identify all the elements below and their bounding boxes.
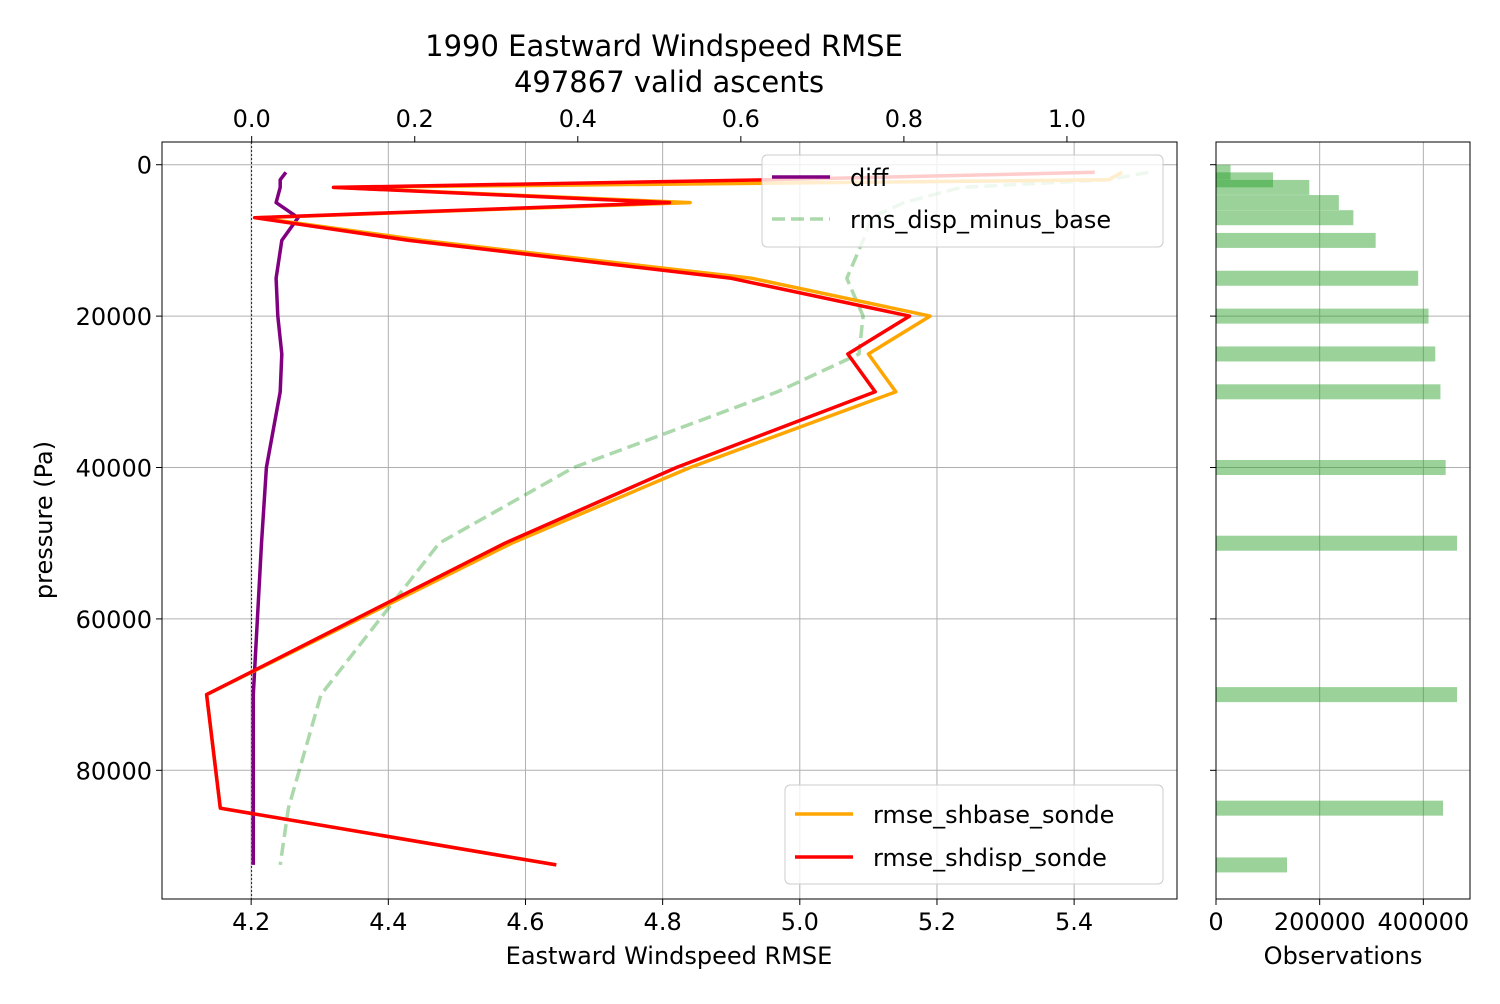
series-line-rmse-shbase-sonde [204,170,1123,867]
observation-bar [1216,857,1288,873]
series-line-rmse-shdisp-sonde [204,170,1095,867]
top-x-tick-label: 0.6 [722,105,760,133]
y-axis-label: pressure (Pa) [30,441,58,599]
side-x-tick-label: 200000 [1274,908,1366,936]
observation-bar [1216,800,1444,816]
chart-title: 1990 Eastward Windspeed RMSE [425,29,903,63]
observation-bar [1216,270,1419,286]
y-tick-label: 80000 [76,757,152,785]
legend-upper: diff rms_disp_minus_base [761,154,1164,248]
observation-bar [1216,195,1339,211]
main-plot-frame [161,141,1178,900]
side-x-tick-label: 0 [1208,908,1223,936]
main-grid [162,142,1177,899]
chart-subtitle: 497867 valid ascents [514,65,824,99]
legend-diff-label: diff [850,164,889,192]
observation-bar [1216,172,1274,188]
observation-bar [1216,384,1441,400]
side-x-tick-label: 400000 [1378,908,1470,936]
legend-rms-label: rms_disp_minus_base [850,206,1111,234]
x-axis-label: Eastward Windspeed RMSE [506,942,833,970]
y-tick-label: 0 [137,152,152,180]
observation-bar [1216,687,1458,703]
legend-shbase-label: rmse_shbase_sonde [873,801,1114,829]
side-grid [1215,142,1470,899]
observation-bar [1216,179,1310,195]
top-x-tick-label: 0.0 [233,105,271,133]
x-tick-label: 5.4 [1055,908,1093,936]
observation-bar [1216,308,1429,324]
observations-axis-label: Observations [1264,942,1423,970]
top-x-tick-label: 0.8 [885,105,923,133]
observation-bar [1216,210,1354,226]
x-tick-label: 4.6 [506,908,544,936]
observation-bar [1216,535,1458,551]
observation-bar [1216,164,1231,180]
observation-bar [1216,460,1446,476]
series-line-rms-disp-minus-base [278,170,1149,866]
observation-bar [1216,346,1436,362]
top-x-tick-label: 0.2 [396,105,434,133]
legend-lower: rmse_shbase_sonde rmse_shdisp_sonde [784,784,1164,885]
x-tick-label: 4.2 [232,908,270,936]
y-tick-label: 20000 [76,303,152,331]
axis-ticks: 0 20000 40000 60000 80000 4.2 4.4 4.6 4.8 5.0 5.2 5… [76,105,1470,936]
legend-upper-box [761,154,1164,248]
observation-bars [1216,164,1458,873]
x-tick-label: 4.8 [644,908,682,936]
series-line-diff [251,171,300,865]
observation-bar [1216,232,1376,248]
x-tick-label: 5.0 [781,908,819,936]
side-plot-frame [1215,141,1471,900]
top-x-tick-label: 1.0 [1048,105,1086,133]
series-lines [204,170,1149,867]
x-tick-label: 5.2 [918,908,956,936]
y-tick-label: 40000 [76,455,152,483]
x-tick-label: 4.4 [369,908,407,936]
y-tick-label: 60000 [76,606,152,634]
legend-shdisp-label: rmse_shdisp_sonde [873,844,1107,872]
top-x-tick-label: 0.4 [559,105,597,133]
legend-lower-box [784,784,1164,885]
